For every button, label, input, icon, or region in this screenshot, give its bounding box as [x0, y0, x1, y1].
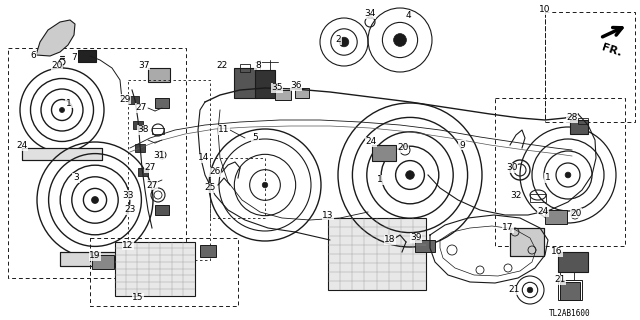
Bar — [495, 98, 625, 246]
Bar — [200, 245, 216, 257]
Text: 20: 20 — [570, 209, 582, 218]
Bar — [545, 12, 635, 122]
Text: 5: 5 — [252, 133, 258, 142]
Bar — [415, 240, 435, 252]
Text: 27: 27 — [144, 164, 156, 172]
Polygon shape — [36, 20, 75, 56]
Text: 1: 1 — [66, 99, 72, 108]
Bar — [275, 90, 291, 100]
Bar — [530, 194, 546, 202]
Text: 4: 4 — [405, 12, 411, 20]
Circle shape — [339, 37, 349, 47]
Bar — [510, 228, 544, 256]
Bar — [115, 242, 195, 296]
Text: 21: 21 — [508, 285, 520, 294]
Bar — [558, 252, 588, 272]
Bar — [578, 118, 588, 124]
Bar — [78, 50, 96, 62]
Text: 7: 7 — [71, 52, 77, 61]
Bar — [22, 148, 102, 160]
Circle shape — [406, 171, 414, 179]
Text: 14: 14 — [198, 154, 210, 163]
Bar — [148, 68, 170, 82]
Text: 6: 6 — [30, 52, 36, 60]
Text: 24: 24 — [365, 138, 376, 147]
Text: 1: 1 — [545, 173, 551, 182]
Text: 21: 21 — [554, 276, 566, 284]
Bar — [210, 158, 265, 218]
Text: 10: 10 — [540, 5, 551, 14]
Text: 20: 20 — [51, 61, 63, 70]
Text: 23: 23 — [124, 205, 136, 214]
Bar — [135, 144, 145, 152]
Text: 30: 30 — [506, 164, 518, 172]
Text: 8: 8 — [255, 60, 261, 69]
Text: 16: 16 — [551, 247, 563, 257]
Circle shape — [92, 196, 99, 204]
Text: 22: 22 — [216, 60, 228, 69]
Text: 15: 15 — [132, 293, 144, 302]
Text: 18: 18 — [384, 236, 396, 244]
Bar — [295, 88, 309, 98]
Text: 28: 28 — [566, 114, 578, 123]
Bar — [129, 96, 139, 104]
Circle shape — [527, 287, 532, 293]
Text: 25: 25 — [204, 183, 216, 193]
Circle shape — [565, 172, 571, 178]
Bar — [60, 252, 130, 266]
Text: 32: 32 — [510, 191, 522, 201]
Bar — [372, 145, 396, 161]
Bar — [234, 68, 256, 98]
Text: TL2AB1600: TL2AB1600 — [549, 308, 591, 317]
Text: 20: 20 — [397, 143, 409, 153]
Bar — [510, 228, 544, 256]
Circle shape — [394, 34, 406, 46]
Bar — [255, 70, 275, 98]
Bar — [560, 282, 580, 300]
Bar — [138, 168, 148, 176]
Bar — [152, 128, 164, 134]
Circle shape — [60, 108, 65, 113]
Bar — [92, 255, 114, 269]
Text: 33: 33 — [122, 190, 134, 199]
Text: 34: 34 — [364, 10, 376, 19]
Bar — [133, 121, 143, 129]
Bar — [8, 48, 186, 278]
Text: 37: 37 — [138, 60, 150, 69]
Bar — [155, 98, 169, 108]
Text: 11: 11 — [218, 125, 230, 134]
Bar — [558, 280, 582, 300]
Text: 12: 12 — [122, 241, 134, 250]
Text: 27: 27 — [147, 180, 157, 189]
Text: 1: 1 — [377, 175, 383, 185]
Bar — [128, 80, 210, 260]
Bar — [90, 238, 238, 306]
Text: 35: 35 — [271, 84, 283, 92]
Bar — [60, 252, 130, 266]
Bar — [560, 272, 574, 280]
Bar — [22, 148, 102, 160]
Text: 26: 26 — [209, 167, 221, 177]
Text: 29: 29 — [119, 94, 131, 103]
Bar — [155, 205, 169, 215]
Bar — [545, 210, 567, 224]
Text: 27: 27 — [135, 103, 147, 113]
Text: 9: 9 — [459, 140, 465, 149]
Text: 39: 39 — [410, 234, 422, 243]
Text: 13: 13 — [323, 211, 333, 220]
Text: 17: 17 — [502, 223, 514, 233]
Bar — [570, 120, 588, 134]
Text: 24: 24 — [17, 141, 28, 150]
Circle shape — [262, 182, 268, 188]
Text: 31: 31 — [153, 150, 164, 159]
Bar — [328, 218, 426, 290]
Text: 2: 2 — [335, 36, 341, 44]
Text: 3: 3 — [73, 173, 79, 182]
Text: 36: 36 — [291, 82, 301, 91]
Text: 19: 19 — [89, 252, 100, 260]
Text: FR.: FR. — [600, 42, 623, 58]
Bar — [240, 64, 250, 72]
Text: 24: 24 — [538, 207, 548, 217]
Text: 38: 38 — [137, 125, 148, 134]
